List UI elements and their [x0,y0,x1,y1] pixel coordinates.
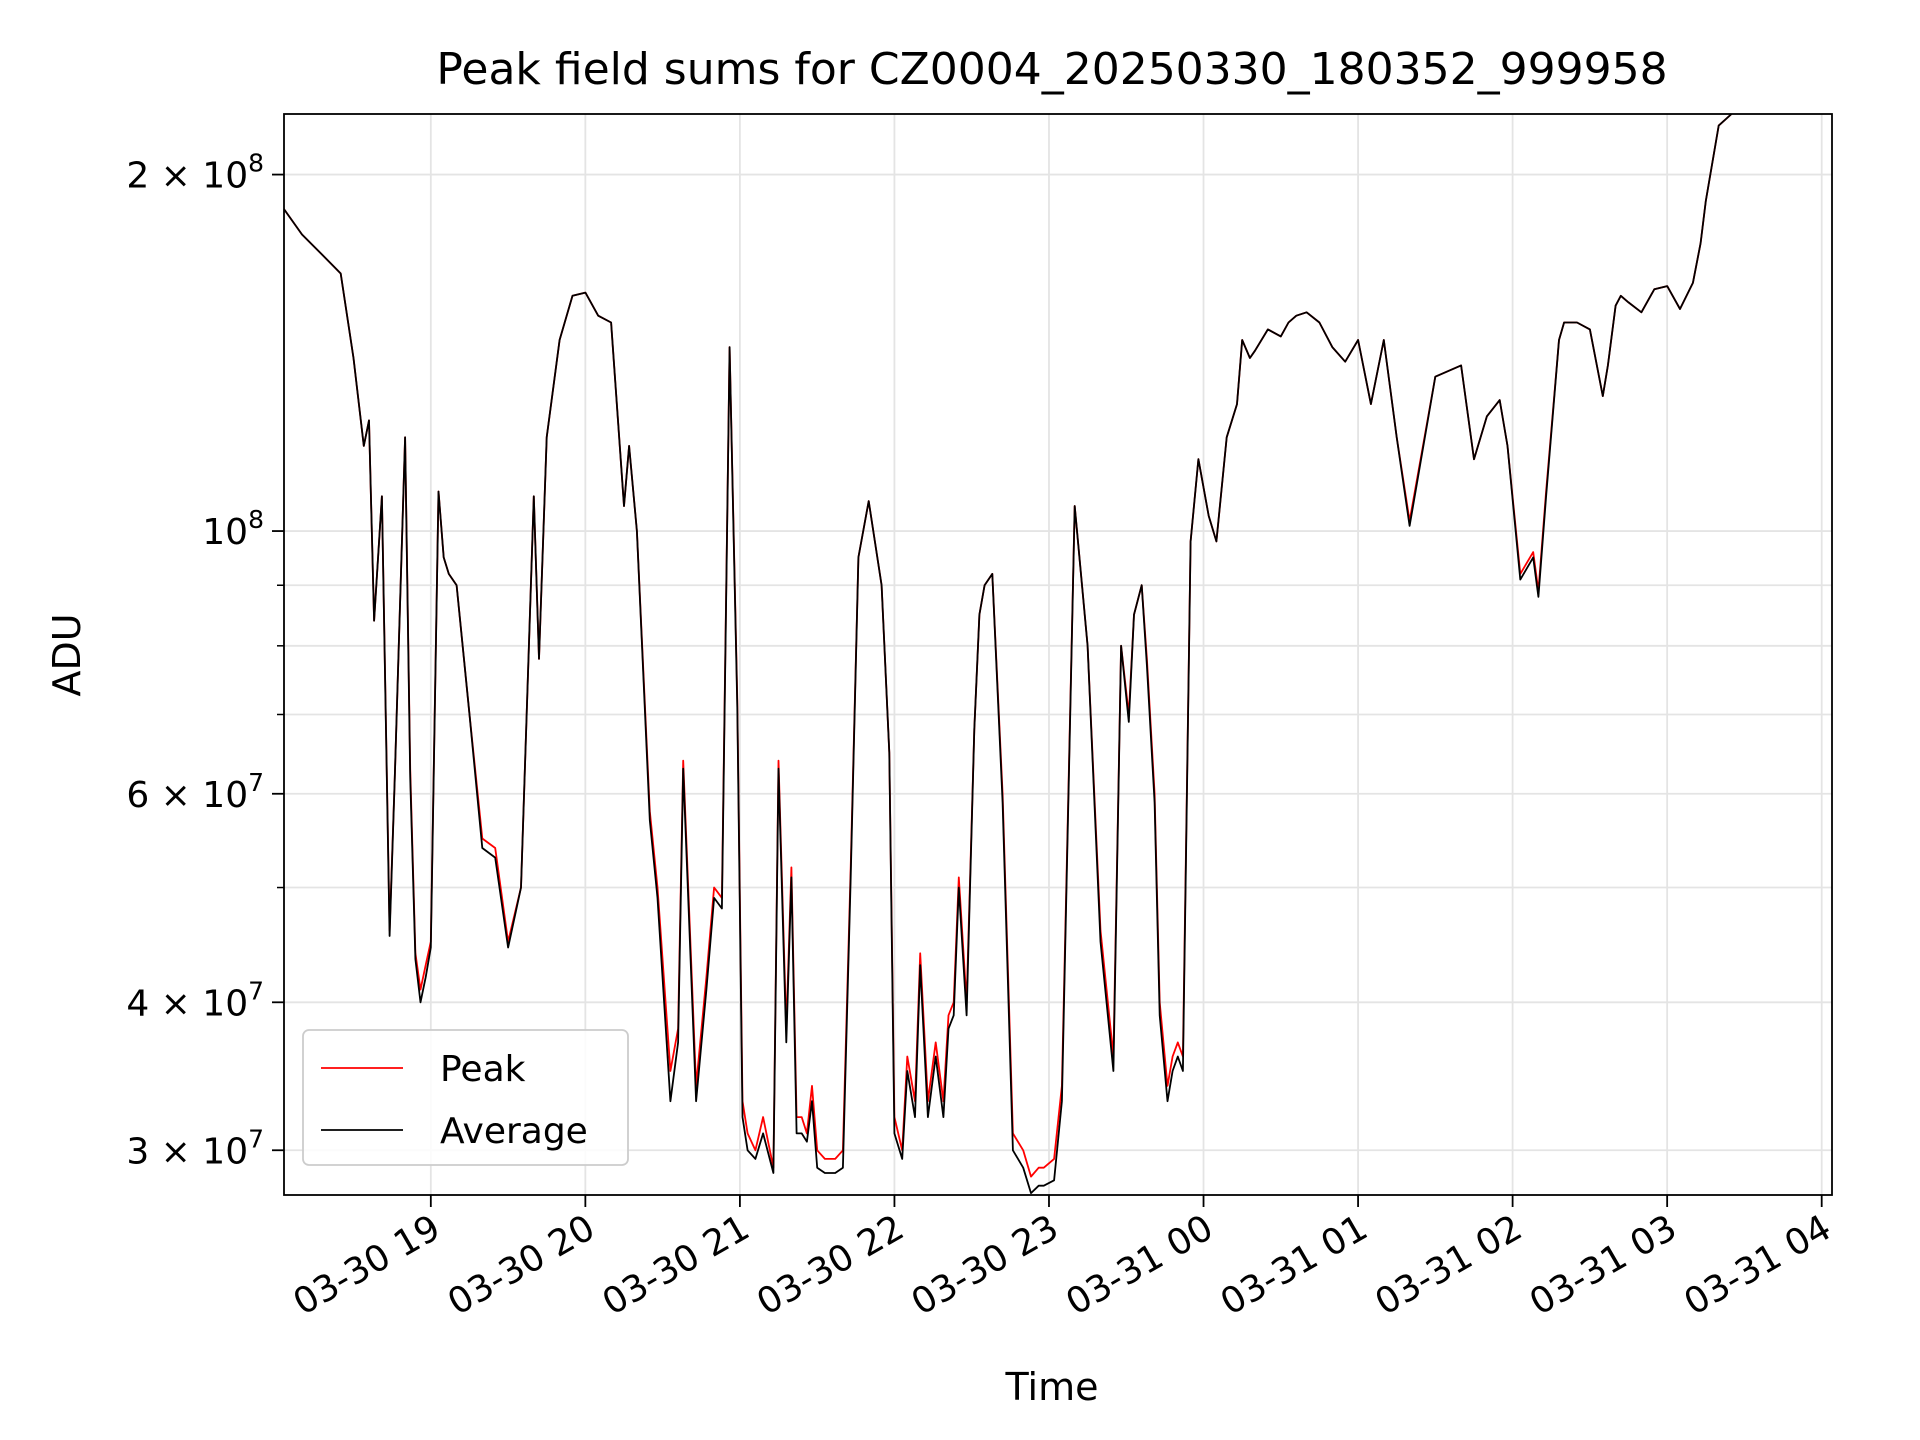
y-tick-label: 2 × 108 [126,149,264,197]
x-tick-label: 03-30 23 [905,1207,1066,1323]
x-tick-label: 03-31 01 [1214,1207,1375,1323]
y-tick-label: 108 [202,505,264,553]
y-axis: 3 × 107 4 × 107 6 × 107 108 2 × 108 [126,149,284,1172]
legend: Peak Average [302,1029,629,1166]
plot-frame [283,113,1833,1196]
legend-label-peak: Peak [440,1049,526,1090]
grid-lines [284,114,1832,1195]
legend-box [302,1029,629,1166]
y-axis-label: ADU [45,613,89,696]
x-axis-label: Time [1005,1365,1099,1409]
x-tick-label: 03-31 04 [1678,1207,1839,1323]
y-tick-label: 4 × 107 [126,976,264,1024]
x-tick-label: 03-31 00 [1059,1207,1220,1323]
x-tick-label: 03-30 21 [596,1207,757,1323]
series-group [283,113,1733,1194]
x-tick-label: 03-31 02 [1368,1207,1529,1323]
x-tick-label: 03-30 20 [441,1207,602,1323]
y-tick-label: 6 × 107 [126,768,264,816]
chart-title: Peak field sums for CZ0004_20250330_1803… [436,44,1667,95]
x-tick-label: 03-30 19 [287,1207,448,1323]
y-tick-label: 3 × 107 [126,1124,264,1172]
x-tick-label: 03-31 03 [1523,1207,1684,1323]
x-tick-label: 03-30 22 [750,1207,911,1323]
series-average-line [283,113,1733,1194]
legend-label-average: Average [440,1111,588,1152]
